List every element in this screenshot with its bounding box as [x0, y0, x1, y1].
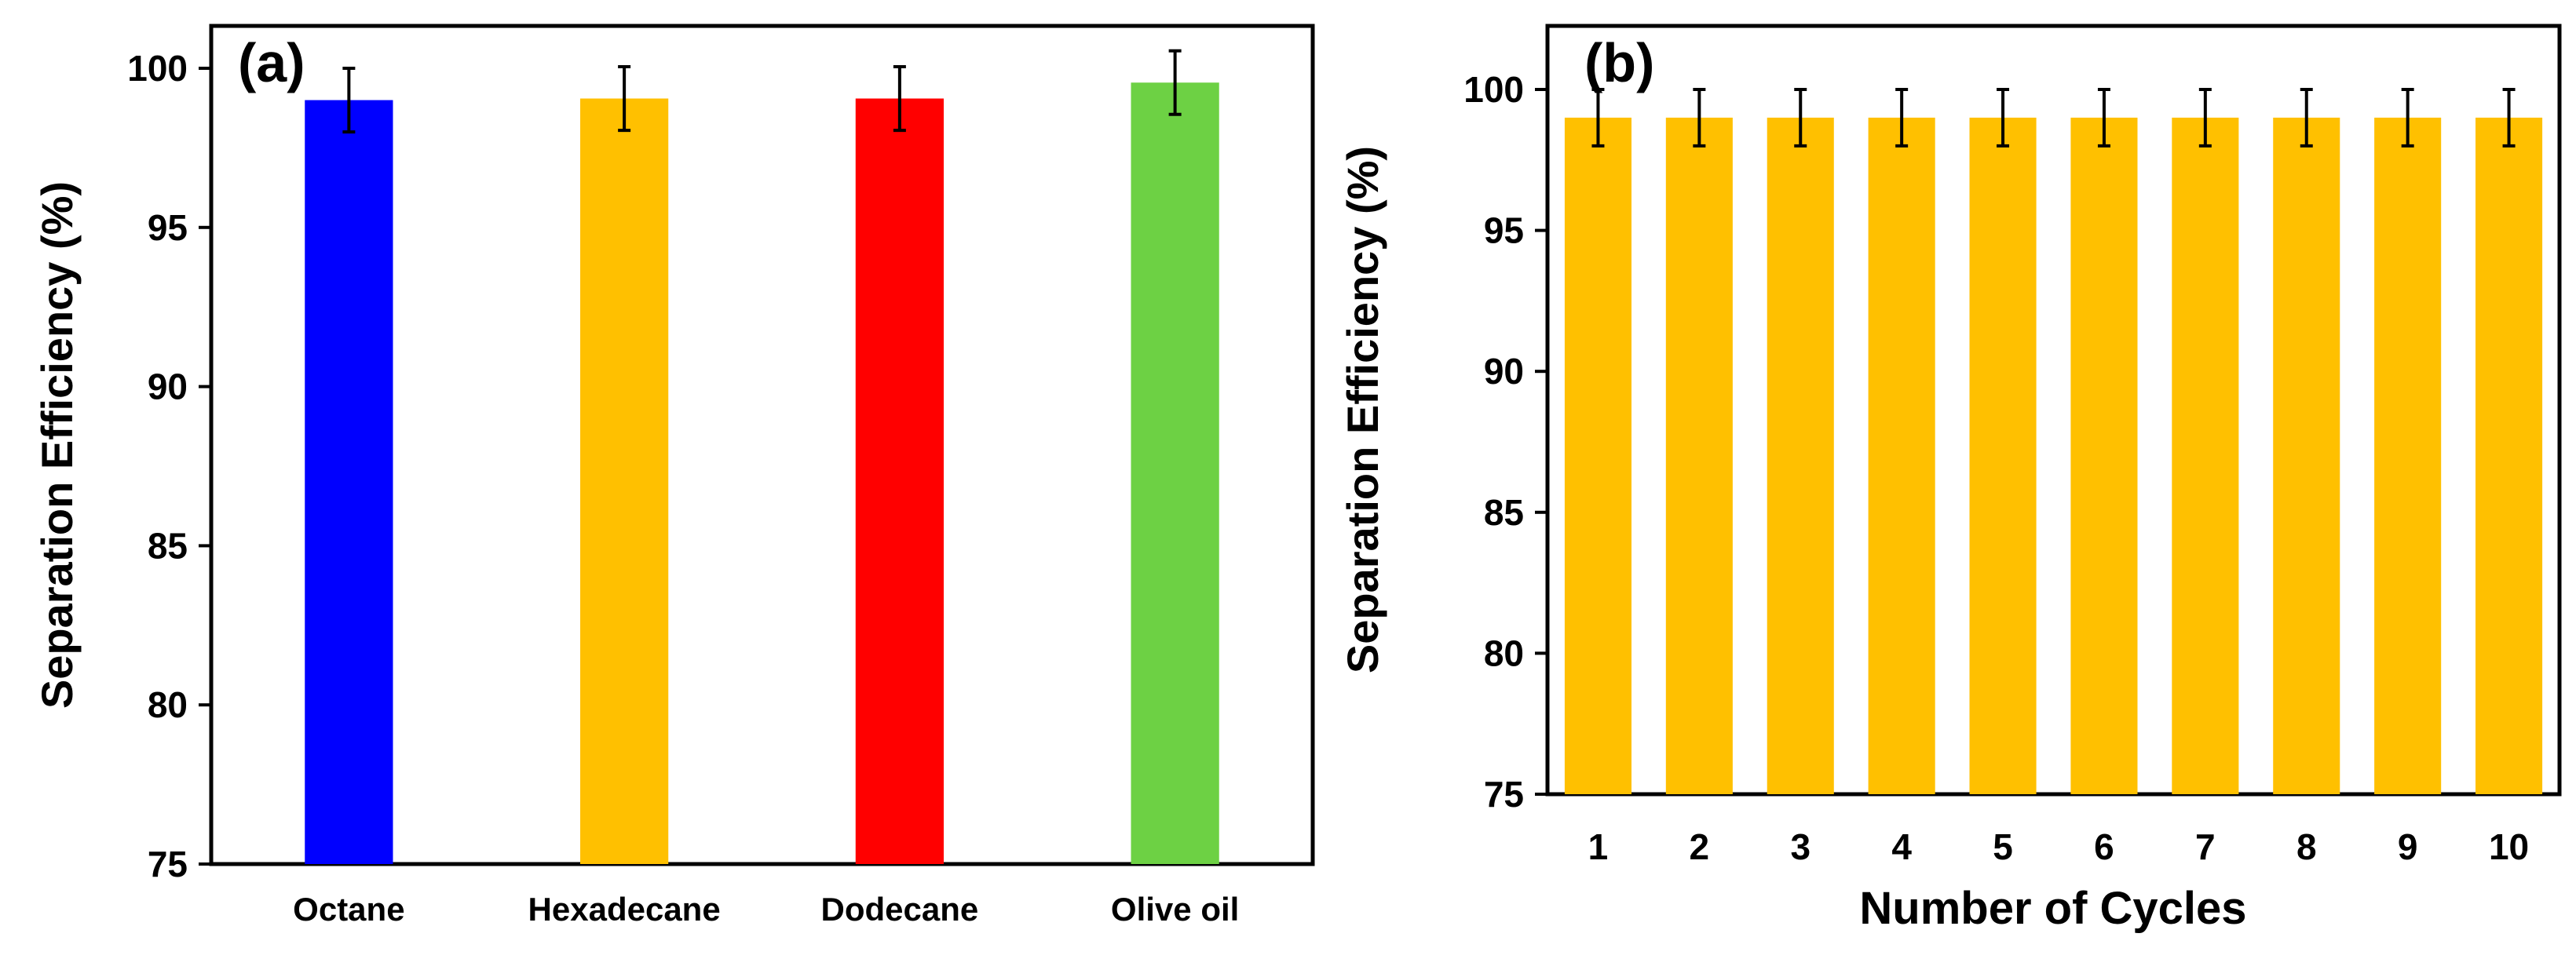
bars-b — [1564, 88, 2543, 795]
bar — [1868, 117, 1935, 795]
bar — [2374, 117, 2442, 795]
x-tick-label: Olive oil — [1111, 891, 1239, 928]
x-tick-label: 7 — [2195, 826, 2216, 867]
x-axis-title-b: Number of Cycles — [1859, 883, 2246, 934]
bar — [1969, 117, 2037, 795]
y-tick-label: 80 — [148, 684, 188, 725]
x-axis-labels-a: Octane Hexadecane Dodecane Olive oil — [293, 891, 1239, 928]
x-tick-label: 1 — [1588, 826, 1609, 867]
x-tick-label: Hexadecane — [528, 891, 721, 928]
x-tick-label: 10 — [2489, 826, 2529, 867]
bar — [2070, 117, 2138, 795]
x-tick-label: 2 — [1690, 826, 1710, 867]
bar — [855, 98, 944, 865]
x-tick-label: 8 — [2296, 826, 2317, 867]
y-tick-label: 75 — [1484, 774, 1524, 815]
chart-panel-b: 75 80 85 90 95 100 1 2 3 4 5 6 7 8 9 10 Separation Eff… — [1338, 24, 2562, 934]
y-tick-label: 95 — [148, 207, 188, 248]
x-axis-labels-b: 1 2 3 4 5 6 7 8 9 10 — [1588, 826, 2529, 867]
y-axis-ticks-b: 75 80 85 90 95 100 — [1463, 69, 1547, 815]
y-tick-label: 100 — [1463, 69, 1524, 110]
y-tick-label: 90 — [1484, 351, 1524, 392]
bars-a — [305, 49, 1219, 865]
x-tick-label: 3 — [1790, 826, 1811, 867]
panel-label-a: (a) — [238, 32, 305, 93]
bar — [1665, 117, 1733, 795]
x-tick-label: 5 — [1993, 826, 2013, 867]
x-tick-label: Octane — [293, 891, 404, 928]
bar — [580, 98, 669, 865]
bar — [2476, 117, 2543, 795]
y-tick-label: 90 — [148, 366, 188, 407]
bar — [1767, 117, 1834, 795]
bar — [2273, 117, 2340, 795]
y-tick-label: 85 — [1484, 492, 1524, 533]
y-tick-label: 75 — [148, 844, 188, 884]
x-tick-label: 4 — [1891, 826, 1912, 867]
chart-panel-a: 75 80 85 90 95 100 Octane Hexadecane Dodecane Ol… — [32, 24, 1315, 928]
bar — [305, 100, 393, 864]
y-tick-label: 95 — [1484, 210, 1524, 251]
y-axis-title-a: Separation Efficiency (%) — [32, 181, 82, 709]
y-tick-label: 80 — [1484, 633, 1524, 673]
y-tick-label: 85 — [148, 525, 188, 566]
y-axis-title-b: Separation Efficiency (%) — [1338, 146, 1387, 673]
y-tick-label: 100 — [127, 48, 188, 89]
x-tick-label: 6 — [2094, 826, 2114, 867]
plot-frame-a — [209, 24, 1315, 866]
bar — [1564, 117, 1631, 795]
x-tick-label: 9 — [2398, 826, 2418, 867]
x-tick-label: Dodecane — [821, 891, 979, 928]
plot-frame-b — [1545, 24, 2562, 797]
panel-label-b: (b) — [1584, 32, 1654, 93]
bar — [1131, 82, 1219, 864]
y-axis-ticks-a: 75 80 85 90 95 100 — [127, 48, 211, 884]
bar — [2172, 117, 2239, 795]
